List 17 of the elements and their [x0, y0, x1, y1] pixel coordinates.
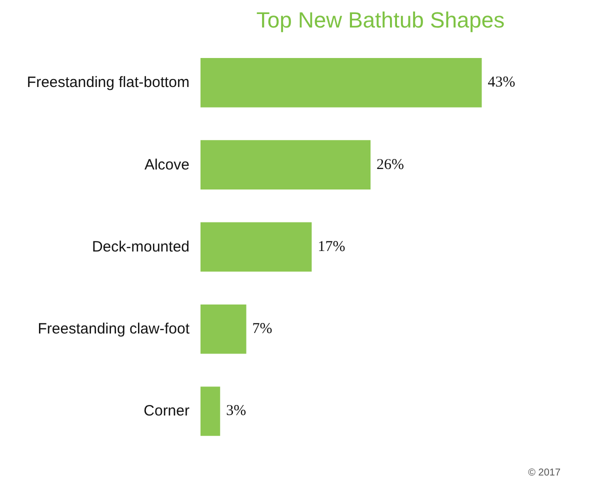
- y-tick-label: Alcove: [144, 156, 190, 174]
- bar: [200, 304, 246, 354]
- data-label: 43%: [488, 74, 516, 91]
- y-tick-label: Freestanding flat-bottom: [26, 74, 190, 92]
- data-label: 3%: [226, 403, 246, 420]
- bar: [200, 58, 482, 108]
- bar: [200, 222, 312, 272]
- bar: [200, 386, 220, 436]
- y-tick-label: Deck-mounted: [92, 238, 190, 256]
- bar: [200, 140, 371, 190]
- data-label: 17%: [318, 238, 346, 255]
- text: © 2017: [528, 468, 561, 478]
- y-tick-label: Corner: [144, 402, 190, 420]
- data-label: 26%: [376, 156, 404, 173]
- data-label: 7%: [252, 321, 272, 338]
- y-tick-label: Freestanding claw-foot: [38, 320, 190, 338]
- chart-title: Top New Bathtub Shapes: [256, 8, 505, 32]
